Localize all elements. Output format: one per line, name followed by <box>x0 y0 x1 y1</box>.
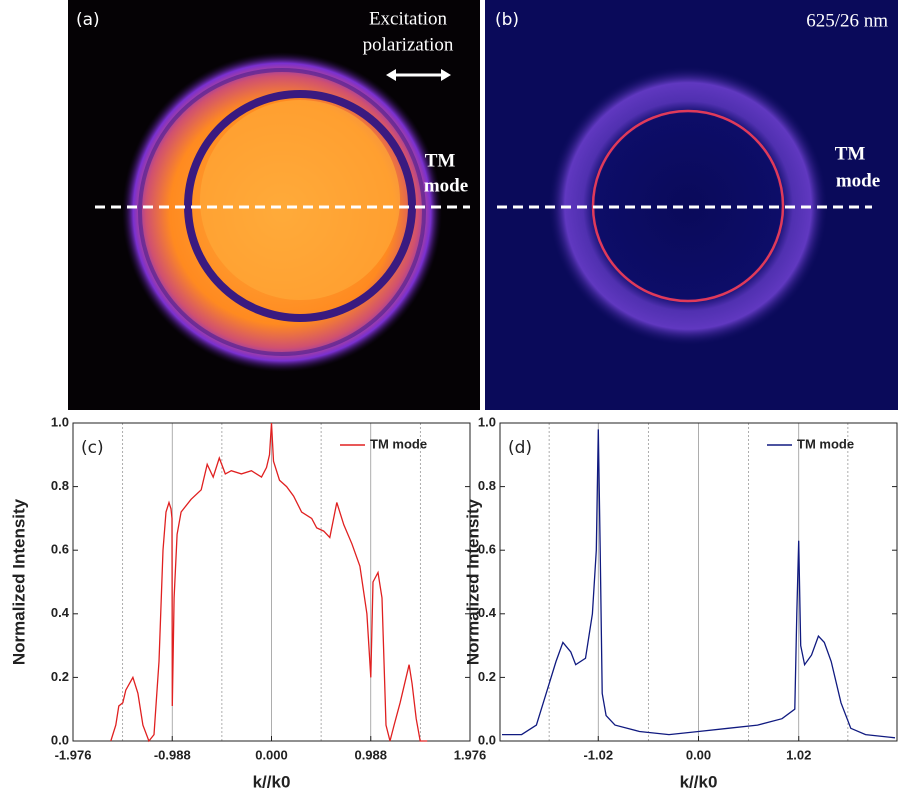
data-line <box>110 422 428 743</box>
image-a <box>68 0 480 410</box>
annotation: TM <box>835 143 866 164</box>
plot-frame <box>499 422 898 742</box>
annotation: 625/26 nm <box>806 10 888 31</box>
x-tick-label: 0.000 <box>255 747 288 762</box>
annotation: TM <box>425 150 456 171</box>
annotation: Excitation <box>369 8 448 29</box>
y-tick-label: 1.0 <box>478 414 496 429</box>
legend-label: TM mode <box>370 436 427 451</box>
y-tick-label: 0.6 <box>478 542 496 557</box>
x-tick-label: -1.976 <box>55 747 92 762</box>
y-tick-label: 0.4 <box>478 605 497 620</box>
y-tick-label: 0.0 <box>478 732 496 747</box>
x-tick-label: 1.976 <box>454 747 487 762</box>
y-tick-label: 0.6 <box>51 542 69 557</box>
y-tick-label: 0.2 <box>51 669 69 684</box>
x-axis-label: k//k0 <box>680 772 718 791</box>
y-axis-label: Normalized Intensity <box>463 498 482 665</box>
x-tick-label: -0.988 <box>154 747 191 762</box>
y-tick-label: 0.4 <box>51 605 70 620</box>
x-tick-label: 0.00 <box>686 747 711 762</box>
legend-label: TM mode <box>797 436 854 451</box>
annotation: mode <box>424 175 468 196</box>
y-tick-label: 0.8 <box>478 478 496 493</box>
panel-label: (c) <box>81 438 104 458</box>
panel-label: (a) <box>76 10 100 30</box>
y-axis-label: Normalized Intensity <box>9 498 28 665</box>
y-tick-label: 1.0 <box>51 414 69 429</box>
data-line <box>502 429 896 739</box>
image-b <box>485 0 898 410</box>
x-tick-label: 1.02 <box>786 747 811 762</box>
x-tick-label: 0.988 <box>354 747 387 762</box>
panel-label: (d) <box>508 438 532 458</box>
y-tick-label: 0.2 <box>478 669 496 684</box>
y-tick-label: 0.8 <box>51 478 69 493</box>
annotation: mode <box>836 170 880 191</box>
x-axis-label: k//k0 <box>253 772 291 791</box>
y-tick-label: 0.0 <box>51 732 69 747</box>
x-tick-label: -1.02 <box>583 747 613 762</box>
panel-label: (b) <box>495 10 519 30</box>
annotation: polarization <box>363 34 454 55</box>
